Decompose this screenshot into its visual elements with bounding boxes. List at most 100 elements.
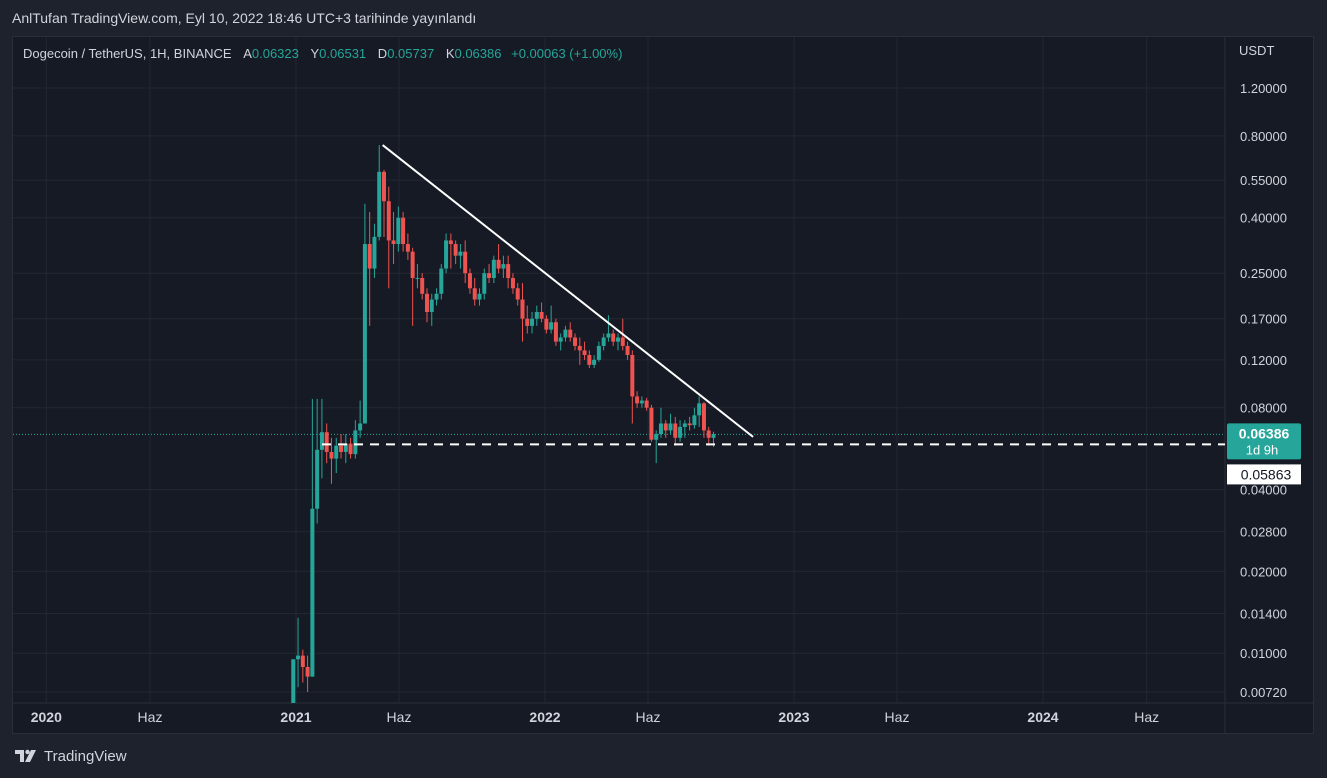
candle bbox=[663, 420, 668, 438]
tradingview-logo-icon bbox=[15, 749, 36, 762]
candle bbox=[315, 398, 320, 524]
candle-body bbox=[573, 337, 578, 346]
candle-body bbox=[367, 244, 372, 269]
x-tick-label: Haz bbox=[885, 709, 910, 725]
candle-body bbox=[501, 264, 506, 269]
candle bbox=[429, 293, 434, 326]
candle bbox=[424, 288, 429, 323]
candle bbox=[678, 420, 683, 442]
candle bbox=[391, 211, 396, 265]
chart-panel[interactable] bbox=[12, 36, 1314, 734]
symbol-label: Dogecoin / TetherUS, 1H, BINANCE bbox=[23, 46, 232, 61]
high-key: Y bbox=[310, 46, 320, 61]
candle-body bbox=[553, 322, 558, 342]
candle bbox=[615, 333, 620, 351]
x-tick-label: 2021 bbox=[280, 709, 311, 725]
candle bbox=[367, 211, 372, 326]
candle bbox=[487, 264, 492, 284]
candle-body bbox=[606, 333, 611, 338]
candle bbox=[582, 341, 587, 360]
candle bbox=[467, 268, 472, 294]
y-tick-label: 0.12000 bbox=[1240, 353, 1287, 368]
candle-body bbox=[668, 423, 673, 431]
candle-body bbox=[410, 251, 415, 279]
candle bbox=[372, 223, 377, 279]
candle bbox=[515, 283, 520, 306]
candle-body bbox=[539, 311, 544, 319]
candle bbox=[592, 355, 597, 368]
candle-body bbox=[458, 251, 463, 256]
candle bbox=[587, 350, 592, 368]
close-value: 0.06386 bbox=[454, 46, 502, 61]
candle bbox=[334, 437, 339, 474]
candle-body bbox=[401, 217, 406, 245]
candle bbox=[491, 255, 496, 284]
candle-body bbox=[339, 445, 344, 452]
y-tick-label: 0.17000 bbox=[1240, 312, 1287, 327]
candle-body bbox=[467, 273, 472, 289]
candle bbox=[319, 398, 324, 479]
x-tick-label: 2024 bbox=[1027, 709, 1058, 725]
candle bbox=[439, 264, 444, 300]
currency-label: USDT bbox=[1239, 43, 1274, 58]
candle-body bbox=[711, 434, 716, 438]
candle bbox=[458, 244, 463, 269]
candle-body bbox=[472, 288, 477, 300]
candle bbox=[382, 169, 387, 237]
low-value: 0.05737 bbox=[387, 46, 435, 61]
candle bbox=[682, 420, 687, 438]
candle-body bbox=[630, 355, 635, 397]
candle-body bbox=[405, 244, 410, 252]
candle-body bbox=[420, 278, 425, 294]
close-key: K bbox=[445, 46, 455, 61]
candle-body bbox=[482, 273, 487, 294]
candle-body bbox=[424, 293, 429, 312]
candle-body bbox=[525, 318, 530, 326]
candle bbox=[630, 350, 635, 424]
candle-body bbox=[305, 666, 310, 677]
y-tick-label: 0.02000 bbox=[1240, 564, 1287, 579]
candle bbox=[644, 397, 649, 411]
candle bbox=[654, 430, 659, 464]
y-tick-label: 0.02800 bbox=[1240, 525, 1287, 540]
candle-body bbox=[549, 322, 554, 330]
high-value: 0.06531 bbox=[319, 46, 367, 61]
candle-body bbox=[587, 355, 592, 365]
open-key: A bbox=[243, 46, 252, 61]
candle-body bbox=[491, 259, 496, 279]
candle bbox=[310, 398, 315, 677]
candle bbox=[687, 416, 692, 431]
candle-body bbox=[563, 329, 568, 338]
candle bbox=[453, 240, 458, 265]
candle bbox=[324, 423, 329, 464]
candle bbox=[596, 341, 601, 362]
candle bbox=[658, 407, 663, 438]
y-tick-label: 0.04000 bbox=[1240, 483, 1287, 498]
candle bbox=[701, 401, 706, 438]
x-tick-label: 2020 bbox=[31, 709, 62, 725]
candle-body bbox=[444, 240, 449, 269]
candle bbox=[463, 240, 468, 284]
x-tick-label: Haz bbox=[636, 709, 661, 725]
candle-body bbox=[319, 432, 324, 450]
change-value: +0.00063 (+1.00%) bbox=[511, 46, 623, 61]
y-tick-label: 0.55000 bbox=[1240, 173, 1287, 188]
candle-body bbox=[644, 400, 649, 408]
candle-body bbox=[396, 217, 401, 245]
candle bbox=[525, 305, 530, 334]
x-tick-label: 2023 bbox=[778, 709, 809, 725]
candle bbox=[339, 434, 344, 459]
candle-body bbox=[506, 264, 511, 279]
candle bbox=[692, 407, 697, 429]
candle-body bbox=[687, 423, 692, 426]
candle-body bbox=[510, 278, 515, 289]
candle-body bbox=[310, 508, 315, 677]
candle-body bbox=[358, 423, 363, 431]
candle-body bbox=[453, 244, 458, 256]
footer-brand[interactable]: TradingView bbox=[14, 746, 127, 766]
candle bbox=[539, 302, 544, 323]
current-price-label: 0.06386 bbox=[1239, 425, 1290, 441]
brand-name: TradingView bbox=[44, 747, 127, 765]
candle bbox=[343, 434, 348, 464]
